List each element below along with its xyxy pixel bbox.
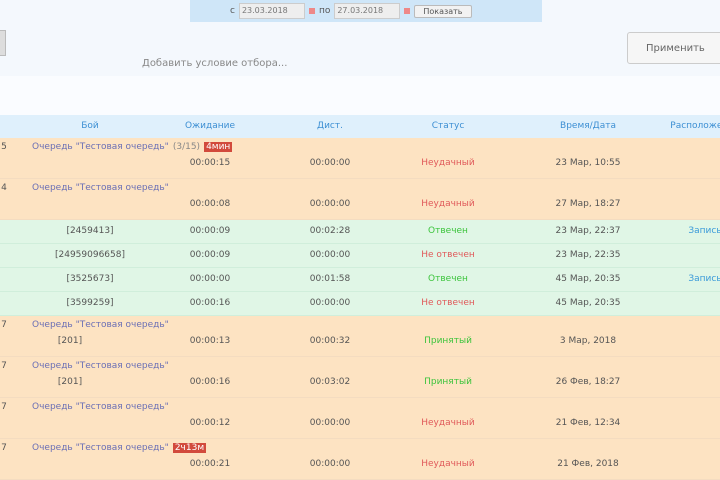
- duration: 00:03:02: [309, 377, 351, 387]
- table-row[interactable]: [3599259] 00:00:16 00:00:00 Не отвечен 45 Ма…: [0, 292, 720, 316]
- duration: 00:00:00: [309, 298, 351, 308]
- calendar-icon[interactable]: [404, 8, 411, 14]
- duration: 00:00:00: [309, 199, 351, 209]
- column-header[interactable]: Статус: [431, 121, 465, 131]
- row-number: 7: [1, 402, 7, 412]
- table-row[interactable]: [2459413] 00:00:09 00:02:28 Отвечен 23 Мар, …: [0, 220, 720, 244]
- status-text: Неудачный: [421, 418, 475, 428]
- queue-link[interactable]: Очередь "Тестовая очередь" 2ч13м: [32, 443, 207, 453]
- queue-link[interactable]: Очередь "Тестовая очередь" (3/15) 4мин: [32, 142, 233, 152]
- status-text: Не отвечен: [421, 298, 475, 308]
- phone-number: [201]: [57, 336, 83, 346]
- status-text: Не отвечен: [421, 250, 475, 260]
- phone-number: [24959096658]: [54, 250, 126, 260]
- wait-time: 00:00:00: [189, 274, 231, 284]
- phone-number: [3525673]: [66, 274, 114, 284]
- wait-time: 00:00:16: [189, 298, 231, 308]
- queue-name[interactable]: Очередь "Тестовая очередь": [32, 402, 169, 412]
- date-filter-bar: с 23.03.2018 по 27.03.2018 Показать: [190, 0, 542, 22]
- row-number: 7: [1, 320, 7, 330]
- date-time: 23 Мар, 22:35: [555, 250, 621, 260]
- queue-link[interactable]: Очередь "Тестовая очередь": [32, 361, 169, 371]
- wait-time: 00:00:16: [189, 377, 231, 387]
- duration: 00:00:00: [309, 418, 351, 428]
- column-header[interactable]: Бой: [81, 121, 99, 131]
- calendar-icon[interactable]: [308, 8, 315, 14]
- column-header[interactable]: Ожидание: [184, 121, 236, 131]
- table-row[interactable]: 7 Очередь "Тестовая очередь" 2ч13м 00:00:21…: [0, 439, 720, 480]
- queue-name[interactable]: Очередь "Тестовая очередь": [32, 443, 169, 453]
- table-row[interactable]: 7 Очередь "Тестовая очередь" [201] 00:00:16…: [0, 357, 720, 398]
- add-condition-link[interactable]: Добавить условие отбора...: [142, 58, 288, 69]
- table-row[interactable]: 7 Очередь "Тестовая очередь" 00:00:12 00:00…: [0, 398, 720, 439]
- show-button[interactable]: Показать: [414, 4, 472, 18]
- duration: 00:02:28: [309, 226, 351, 236]
- duration: 00:00:00: [309, 250, 351, 260]
- phone-number: [2459413]: [66, 226, 114, 236]
- date-time: 3 Мар, 2018: [559, 336, 617, 346]
- from-label: с: [230, 6, 235, 16]
- status-text: Принятый: [424, 336, 472, 346]
- wait-time: 00:00:08: [189, 199, 231, 209]
- duration: 00:00:32: [309, 336, 351, 346]
- wait-time: 00:00:15: [189, 158, 231, 168]
- date-from-input[interactable]: 23.03.2018: [238, 3, 305, 19]
- spacer: [0, 76, 720, 115]
- recording-link[interactable]: Запись: [688, 274, 720, 284]
- date-time: 26 Фев, 18:27: [555, 377, 621, 387]
- queue-link[interactable]: Очередь "Тестовая очередь": [32, 183, 169, 193]
- wait-time: 00:00:09: [189, 226, 231, 236]
- status-text: Неудачный: [421, 199, 475, 209]
- row-number: 5: [1, 142, 7, 152]
- date-time: 21 Фев, 12:34: [555, 418, 621, 428]
- duration: 00:00:00: [309, 158, 351, 168]
- date-time: 23 Мар, 22:37: [555, 226, 621, 236]
- date-time: 45 Мар, 20:35: [555, 274, 621, 284]
- date-time: 21 Фев, 2018: [557, 459, 619, 469]
- status-text: Принятый: [424, 377, 472, 387]
- table-row[interactable]: 5 Очередь "Тестовая очередь" (3/15) 4мин 00:…: [0, 138, 720, 179]
- duration: 00:00:00: [309, 459, 351, 469]
- status-text: Неудачный: [421, 158, 475, 168]
- table-row[interactable]: 7 Очередь "Тестовая очередь" [201] 00:00:13…: [0, 316, 720, 357]
- table-row[interactable]: [24959096658] 00:00:09 00:00:00 Не отвечен 2…: [0, 244, 720, 268]
- queue-link[interactable]: Очередь "Тестовая очередь": [32, 320, 169, 330]
- table-row[interactable]: [3525673] 00:00:00 00:01:58 Отвечен 45 Мар, …: [0, 268, 720, 292]
- queue-name[interactable]: Очередь "Тестовая очередь": [32, 361, 169, 371]
- duration-badge: 2ч13м: [172, 443, 207, 453]
- date-time: 23 Мар, 10:55: [555, 158, 621, 168]
- duration: 00:01:58: [309, 274, 351, 284]
- date-time: 45 Мар, 20:35: [555, 298, 621, 308]
- phone-number: [3599259]: [66, 298, 114, 308]
- wait-time: 00:00:09: [189, 250, 231, 260]
- side-button[interactable]: [0, 30, 6, 56]
- status-text: Отвечен: [428, 274, 468, 284]
- status-text: Неудачный: [421, 459, 475, 469]
- column-header[interactable]: Расположение: [670, 121, 720, 131]
- duration-badge: 4мин: [204, 142, 233, 152]
- wait-time: 00:00:21: [189, 459, 231, 469]
- queue-link[interactable]: Очередь "Тестовая очередь": [32, 402, 169, 412]
- queue-name[interactable]: Очередь "Тестовая очередь": [32, 142, 169, 152]
- recording-link[interactable]: Запись: [688, 226, 720, 236]
- row-number: 4: [1, 183, 7, 193]
- wait-time: 00:00:12: [189, 418, 231, 428]
- column-header[interactable]: Дист.: [317, 121, 343, 131]
- wait-time: 00:00:13: [189, 336, 231, 346]
- queue-count: (3/15): [172, 142, 201, 152]
- row-number: 7: [1, 361, 7, 371]
- date-time: 27 Мар, 18:27: [555, 199, 621, 209]
- phone-number: [201]: [57, 377, 83, 387]
- date-to-input[interactable]: 27.03.2018: [334, 3, 401, 19]
- apply-button[interactable]: Применить: [627, 32, 720, 64]
- queue-name[interactable]: Очередь "Тестовая очередь": [32, 320, 169, 330]
- table-header: Бой Ожидание Дист. Статус Время/Дата Располож…: [0, 115, 720, 138]
- row-number: 7: [1, 443, 7, 453]
- queue-name[interactable]: Очередь "Тестовая очередь": [32, 183, 169, 193]
- to-label: по: [318, 6, 331, 16]
- table-row[interactable]: 4 Очередь "Тестовая очередь" 00:00:08 00:00…: [0, 179, 720, 220]
- column-header[interactable]: Время/Дата: [560, 121, 616, 131]
- status-text: Отвечен: [428, 226, 468, 236]
